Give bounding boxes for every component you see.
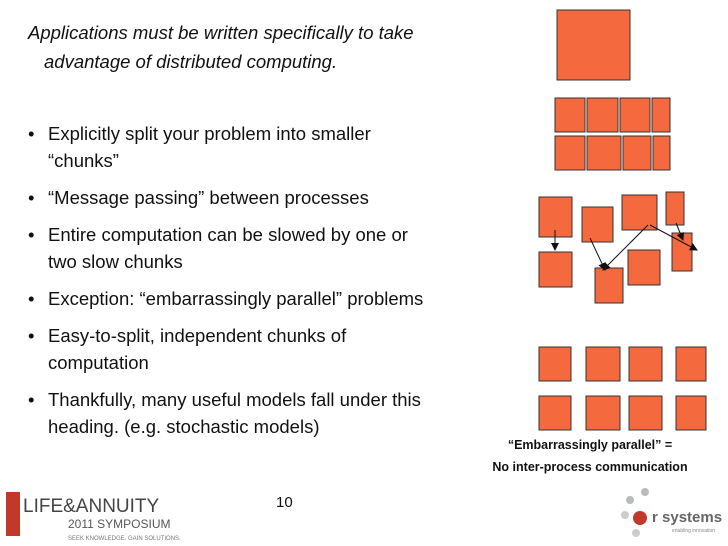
- logo-left-tagline: SEEK KNOWLEDGE. GAIN SOLUTIONS.: [68, 536, 181, 542]
- logo-right-name: r systems: [652, 509, 722, 526]
- intro: Applications must be written specificall…: [28, 22, 414, 72]
- bullet: Thankfully, many useful models fall unde…: [28, 386, 438, 440]
- bullet: Entire computation can be slowed by one …: [28, 221, 438, 275]
- bullet: Easy-to-split, independent chunks of com…: [28, 322, 438, 376]
- logo-right-mark: r systems enabling innovation: [621, 488, 722, 537]
- caption: No inter-process communication: [492, 460, 688, 474]
- logo-right-tagline: enabling innovation: [672, 528, 715, 534]
- logo-left-mark: LIFE&ANNUITY 2011 SYMPOSIUM SEEK KNOWLED…: [6, 492, 181, 542]
- bullet-list: Explicitly split your problem into small…: [28, 120, 438, 450]
- bullet: Explicitly split your problem into small…: [28, 120, 438, 174]
- arrows: [551, 222, 698, 271]
- blocks: [538, 9, 707, 431]
- logo-left-event: 2011 SYMPOSIUM: [68, 517, 170, 531]
- caption: “Embarrassingly parallel” =: [507, 438, 673, 452]
- bullet: “Message passing” between processes: [28, 184, 438, 211]
- logo-left-name: LIFE&ANNUITY: [23, 496, 160, 517]
- bullet: Exception: “embarrassingly parallel” pro…: [28, 285, 438, 312]
- page-number: 10: [276, 494, 293, 511]
